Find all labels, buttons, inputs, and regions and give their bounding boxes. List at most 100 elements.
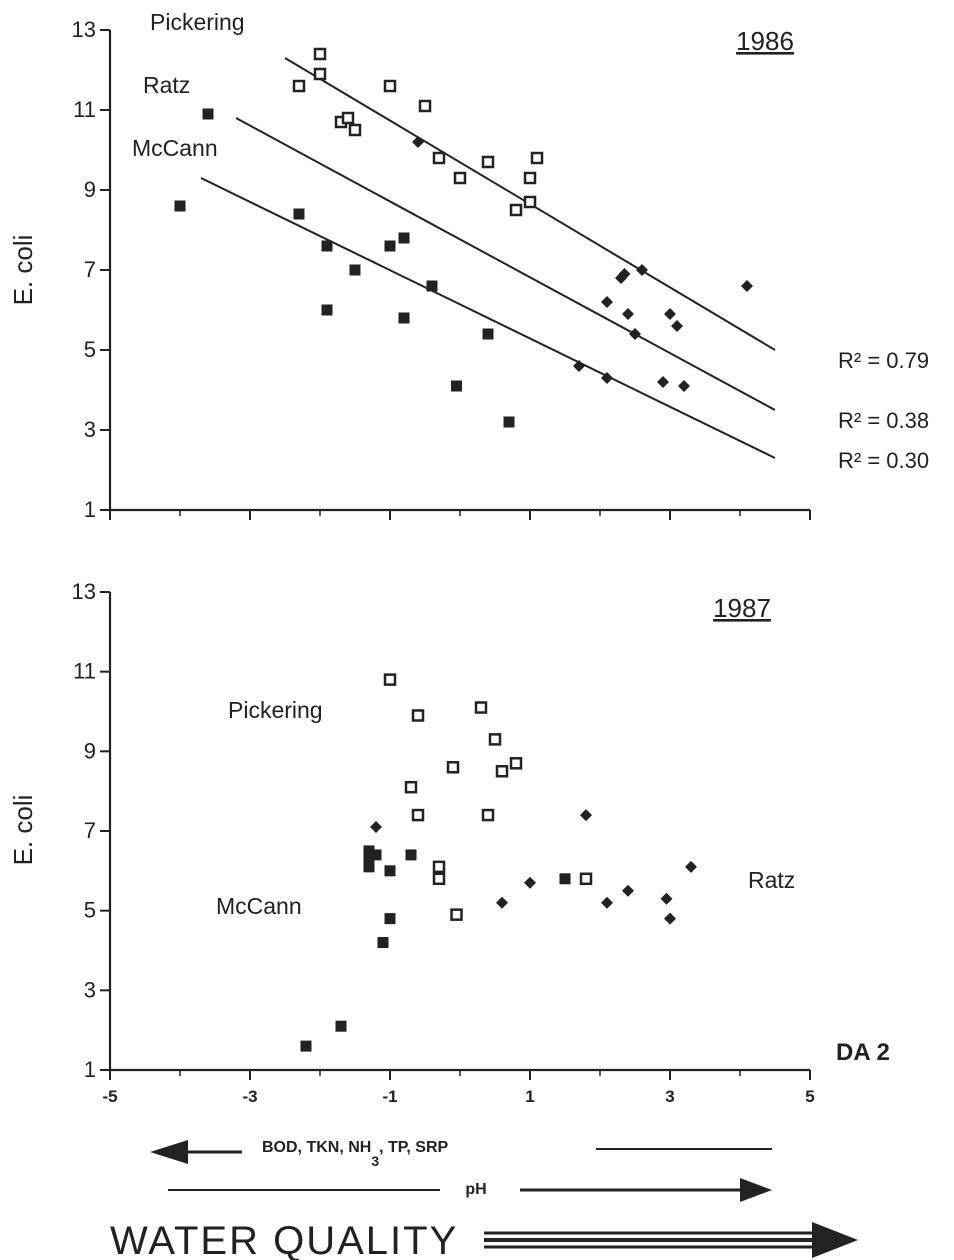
y-tick-label: 5 [84, 898, 96, 923]
fit-lines [200, 57, 776, 459]
left-factors-main: BOD, TKN, NH [262, 1139, 371, 1156]
point-mccann [559, 873, 571, 885]
point-pickering [383, 79, 397, 93]
point-mccann [335, 1020, 347, 1032]
point-ratz [601, 296, 613, 308]
point-mccann [377, 937, 389, 949]
point-pickering [313, 47, 327, 61]
y-tick-label: 9 [84, 738, 96, 763]
point-pickering [411, 709, 425, 722]
x-tick-label: 5 [805, 1087, 814, 1106]
left-factors-label: BOD, TKN, NH3, TP, SRP [262, 1139, 449, 1169]
year-label: 1987 [713, 593, 771, 623]
point-ratz [412, 136, 424, 148]
point-pickering [523, 195, 537, 209]
y-tick-label: 1 [84, 497, 96, 522]
point-ratz [629, 328, 641, 340]
point-mccann [363, 861, 375, 873]
point-ratz [671, 320, 683, 332]
point-mccann [482, 328, 494, 340]
point-ratz [664, 308, 676, 320]
y-tick-label: 9 [84, 177, 96, 202]
point-mccann [363, 853, 375, 865]
point-pickering [341, 111, 355, 125]
point-pickering [446, 761, 460, 774]
r2-label-mccann: R² = 0.30 [838, 448, 929, 473]
y-tick-label: 13 [72, 17, 96, 42]
point-mccann [451, 380, 462, 392]
left-factors-subscript: 3 [371, 1153, 379, 1169]
point-pickering [579, 872, 593, 886]
point-mccann [202, 108, 214, 120]
x-tick-label: -5 [102, 1087, 117, 1106]
point-pickering [313, 67, 327, 81]
fit-line-ratz [235, 117, 776, 411]
point-pickering [523, 171, 537, 185]
y-tick-label: 3 [84, 417, 96, 442]
point-ratz [524, 876, 536, 889]
y-tick-label: 7 [84, 257, 96, 282]
point-pickering [453, 171, 467, 185]
x-tick-label: -3 [242, 1087, 257, 1106]
point-ratz [601, 372, 613, 384]
year-label: 1986 [736, 26, 794, 56]
y-tick-label: 11 [73, 97, 96, 122]
point-mccann [300, 1040, 312, 1052]
point-pickering [404, 780, 418, 794]
left-factors-rest: , TP, SRP [379, 1139, 448, 1156]
point-pickering [530, 151, 544, 165]
point-ratz [496, 896, 508, 909]
x-ticks: -5 -3 -1 1 3 5 [102, 1070, 815, 1106]
y-axis-label: E. coli [8, 795, 38, 866]
point-ratz [370, 821, 382, 834]
y-tick-label: 5 [84, 337, 96, 362]
x-tick-label: 3 [665, 1087, 674, 1106]
point-pickering [481, 155, 495, 169]
point-pickering [474, 701, 488, 714]
point-ratz [622, 308, 634, 320]
point-ratz [601, 896, 613, 909]
y-axis-label: E. coli [8, 235, 38, 306]
point-mccann [384, 240, 396, 252]
y-tick-label: 1 [84, 1057, 96, 1082]
point-pickering [411, 808, 425, 822]
point-ratz [618, 268, 631, 280]
point-pickering [509, 757, 523, 770]
point-pickering [432, 860, 446, 874]
water-quality-arrow [484, 1222, 858, 1258]
point-mccann [426, 280, 438, 292]
water-quality-arrow-head [812, 1222, 858, 1258]
point-mccann [370, 849, 382, 861]
point-ratz [573, 360, 585, 372]
ph-label: pH [465, 1181, 486, 1198]
point-mccann [405, 849, 417, 861]
point-mccann [321, 304, 333, 316]
point-pickering [292, 79, 306, 93]
y-tick-label: 3 [84, 977, 96, 1002]
point-mccann [384, 865, 396, 877]
data-points [300, 673, 697, 1052]
series-label-pickering: Pickering [228, 697, 323, 723]
r2-label-pickering: R² = 0.79 [838, 348, 929, 373]
x-ticks [109, 510, 811, 520]
series-label-pickering: Pickering [150, 9, 245, 35]
point-pickering [418, 99, 432, 113]
series-label-mccann: McCann [216, 893, 302, 919]
left-arrow-head [150, 1140, 188, 1164]
point-ratz [660, 892, 673, 905]
point-pickering [495, 765, 509, 778]
point-mccann [398, 312, 410, 324]
x-tick-label: 1 [525, 1087, 534, 1106]
point-pickering [450, 908, 463, 921]
series-label-ratz: Ratz [748, 867, 795, 893]
point-ratz [664, 912, 676, 925]
point-pickering [432, 872, 446, 886]
data-points [174, 47, 753, 428]
point-pickering [432, 151, 446, 165]
point-pickering [383, 673, 397, 686]
point-mccann [363, 845, 375, 857]
